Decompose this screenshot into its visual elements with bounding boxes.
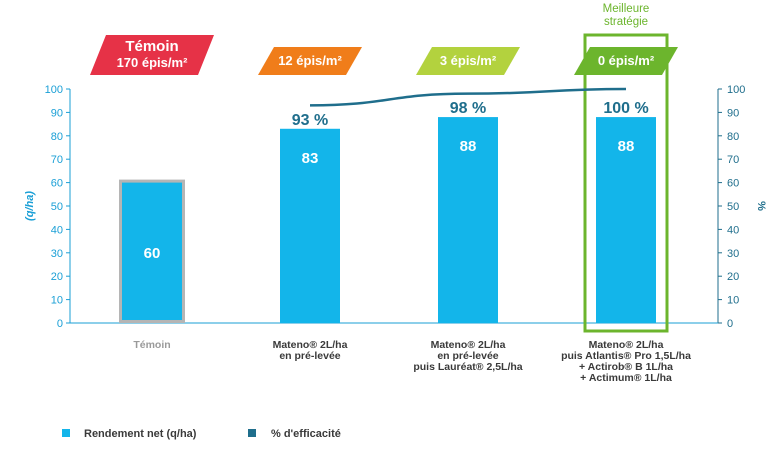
bar [122, 182, 182, 320]
category-label: Mateno® 2L/ha [589, 339, 664, 351]
bar-value-label: 60 [144, 245, 161, 262]
y-tick-label-left: 0 [57, 318, 63, 330]
bar [280, 128, 340, 323]
y-tick-label-left: 10 [51, 295, 63, 307]
header-tag [90, 35, 214, 75]
y-axis-label-left: (q/ha) [24, 191, 36, 221]
y-tick-label-right: 60 [727, 178, 739, 190]
bar [596, 117, 656, 323]
best-strategy-frame [583, 33, 669, 333]
header-tag-label: 170 épis/m² [117, 55, 188, 70]
y-tick-label-left: 100 [45, 84, 63, 96]
y-tick-label-right: 80 [727, 131, 739, 143]
efficacy-label: 93 % [292, 112, 328, 129]
bar-value-label: 88 [618, 138, 635, 155]
category-label: Témoin [133, 339, 170, 351]
legend-swatch-bar [62, 429, 70, 437]
y-tick-label-right: 90 [727, 107, 739, 119]
category-label: Mateno® 2L/ha [431, 339, 506, 351]
header-tag [574, 47, 678, 75]
header-tag-label: 0 épis/m² [598, 53, 655, 68]
legend-label-line: % d'efficacité [271, 428, 341, 440]
y-tick-label-left: 70 [51, 154, 63, 166]
y-axis-label-right: % [755, 201, 767, 211]
header-tag-title: Témoin [125, 38, 178, 55]
category-label: + Actirob® B 1L/ha [579, 361, 673, 373]
efficacy-label: 98 % [450, 100, 486, 117]
y-tick-label-left: 90 [51, 107, 63, 119]
y-tick-label-right: 10 [727, 295, 739, 307]
best-strategy-label-line1: Meilleure [603, 3, 650, 15]
y-tick-label-left: 40 [51, 224, 63, 236]
y-tick-label-right: 40 [727, 224, 739, 236]
category-label: Mateno® 2L/ha [273, 339, 348, 351]
category-label: + Actimum® 1L/ha [580, 372, 672, 384]
header-tag-label: 3 épis/m² [440, 53, 497, 68]
efficacy-line: 93 % 98 % 100 % [292, 87, 649, 129]
category-label: puis Atlantis® Pro 1,5L/ha [561, 350, 691, 362]
efficacy-label: 100 % [603, 100, 648, 117]
y-tick-label-left: 20 [51, 271, 63, 283]
y-tick-label-left: 30 [51, 248, 63, 260]
y-tick-label-left: 60 [51, 178, 63, 190]
legend: Rendement net (q/ha) % d'efficacité [62, 428, 341, 440]
y-tick-label-right: 70 [727, 154, 739, 166]
y-tick-label-left: 80 [51, 131, 63, 143]
y-tick-label-right: 30 [727, 248, 739, 260]
header-tag [416, 47, 520, 75]
bar-value-label: 88 [460, 138, 477, 155]
y-tick-label-right: 100 [727, 84, 745, 96]
category-label: en pré-levée [279, 350, 340, 362]
category-label: puis Lauréat® 2,5L/ha [413, 361, 522, 373]
y-tick-label-left: 50 [51, 201, 63, 213]
category-label: en pré-levée [437, 350, 498, 362]
header-tag [258, 47, 362, 75]
y-tick-label-right: 20 [727, 271, 739, 283]
y-tick-label-right: 0 [727, 318, 733, 330]
header-tag-label: 12 épis/m² [278, 53, 342, 68]
legend-swatch-line [248, 429, 256, 437]
bar [438, 117, 498, 323]
legend-label-bar: Rendement net (q/ha) [84, 428, 197, 440]
efficacy-line-path [309, 87, 627, 107]
y-tick-label-right: 50 [727, 201, 739, 213]
best-strategy-label-line2: stratégie [604, 16, 648, 28]
bar-value-label: 83 [302, 150, 319, 167]
